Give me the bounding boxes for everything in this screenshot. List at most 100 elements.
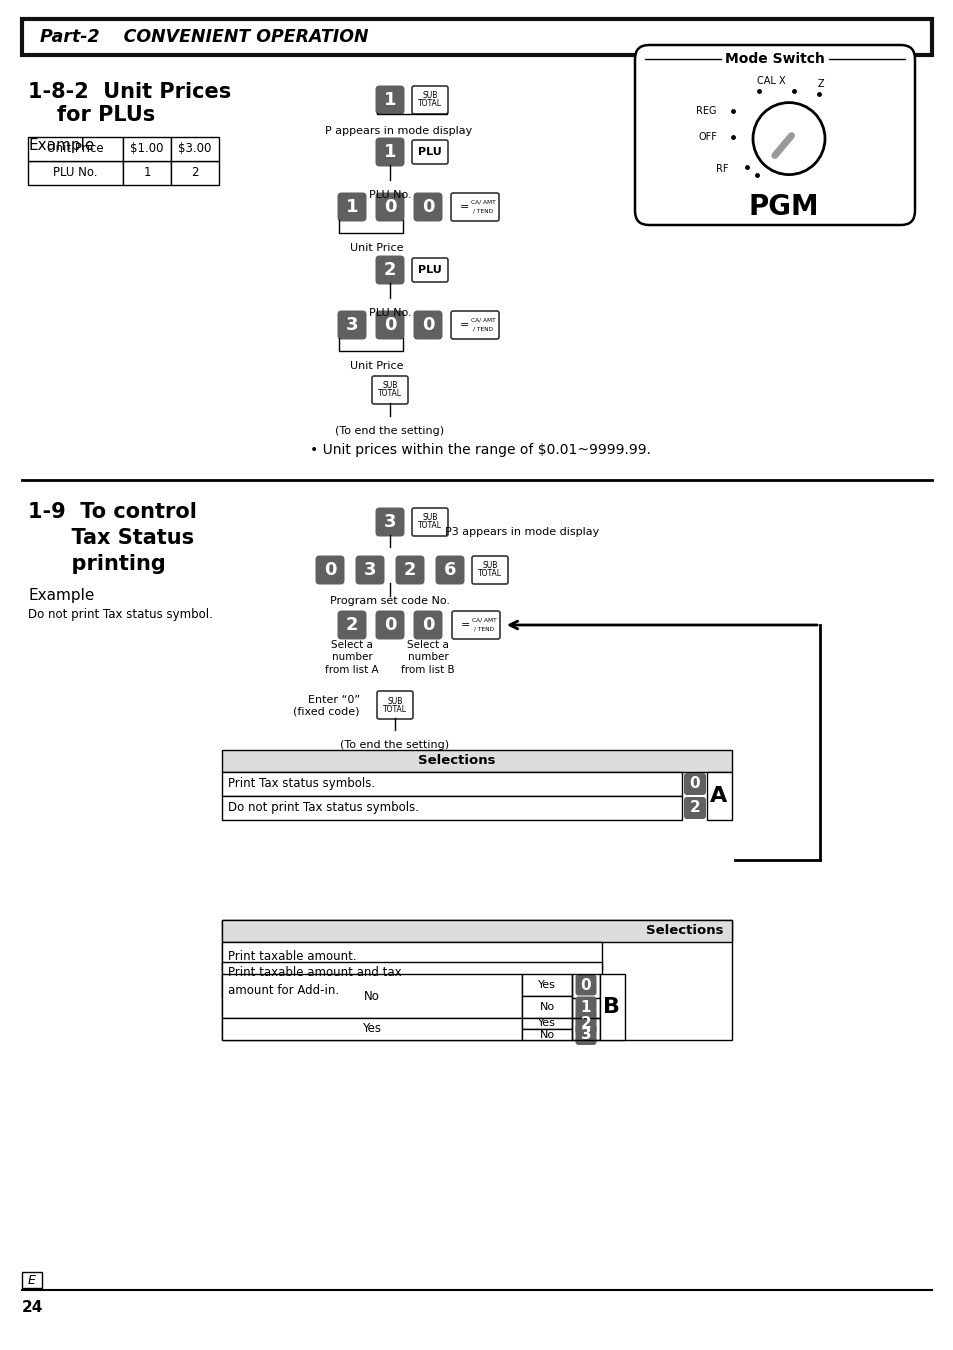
Bar: [22, 19, 931, 55]
Bar: [222, 973, 521, 1018]
FancyBboxPatch shape: [337, 610, 366, 640]
Bar: [222, 751, 731, 772]
Text: / TEND: / TEND: [474, 626, 494, 632]
Text: (To end the setting): (To end the setting): [340, 740, 449, 751]
Bar: [222, 919, 731, 942]
Text: SUB: SUB: [382, 382, 397, 390]
Text: 3: 3: [363, 562, 375, 579]
Text: $1.00: $1.00: [131, 143, 164, 155]
Text: 2: 2: [403, 562, 416, 579]
Text: 2: 2: [689, 801, 700, 815]
FancyBboxPatch shape: [472, 556, 507, 585]
Text: Enter “0”: Enter “0”: [308, 695, 359, 705]
Text: 2: 2: [345, 616, 358, 634]
Text: Selections: Selections: [646, 925, 723, 937]
Text: 1: 1: [383, 143, 395, 161]
FancyBboxPatch shape: [683, 774, 705, 795]
Text: 0: 0: [323, 562, 335, 579]
Bar: [171, 161, 219, 185]
Text: Tax Status: Tax Status: [28, 528, 193, 548]
Bar: [706, 772, 731, 819]
FancyBboxPatch shape: [451, 310, 498, 339]
FancyBboxPatch shape: [355, 555, 384, 585]
Text: Example: Example: [28, 138, 94, 153]
FancyBboxPatch shape: [575, 1012, 596, 1034]
Bar: [222, 963, 601, 998]
FancyBboxPatch shape: [452, 612, 499, 639]
Text: A: A: [710, 786, 727, 806]
Text: 0: 0: [580, 977, 591, 992]
Text: 3: 3: [580, 1027, 591, 1042]
Text: printing: printing: [28, 554, 166, 574]
Text: OFF: OFF: [698, 131, 717, 142]
Text: TOTAL: TOTAL: [382, 705, 407, 714]
Text: Print taxable amount.: Print taxable amount.: [228, 949, 356, 963]
Text: 2: 2: [383, 261, 395, 279]
Text: 6: 6: [443, 562, 456, 579]
Text: Print taxable amount and tax: Print taxable amount and tax: [228, 965, 401, 979]
Bar: [22, 1272, 42, 1288]
FancyBboxPatch shape: [375, 138, 404, 166]
Text: CA/ AMT: CA/ AMT: [470, 317, 495, 323]
FancyBboxPatch shape: [375, 310, 404, 339]
Text: =: =: [461, 620, 470, 630]
Text: Yes: Yes: [537, 980, 556, 990]
FancyBboxPatch shape: [683, 796, 705, 819]
Text: (To end the setting): (To end the setting): [335, 427, 444, 436]
FancyBboxPatch shape: [413, 193, 442, 221]
FancyBboxPatch shape: [375, 193, 404, 221]
FancyBboxPatch shape: [413, 310, 442, 339]
Text: 2: 2: [580, 1017, 591, 1031]
Text: Unit Price: Unit Price: [47, 143, 104, 155]
Text: for PLUs: for PLUs: [28, 105, 155, 126]
Bar: [28, 161, 123, 185]
Text: 1: 1: [143, 166, 151, 180]
Text: Program set code No.: Program set code No.: [330, 595, 450, 606]
FancyBboxPatch shape: [575, 975, 596, 995]
Text: amount for Add-in.: amount for Add-in.: [228, 984, 338, 996]
Text: No: No: [538, 1030, 554, 1040]
Text: 24: 24: [21, 1300, 43, 1315]
Bar: [521, 1018, 572, 1029]
Bar: [521, 1029, 572, 1040]
Text: Unit Price: Unit Price: [350, 243, 403, 252]
Text: E: E: [28, 1273, 36, 1287]
Text: 1-8-2  Unit Prices: 1-8-2 Unit Prices: [28, 82, 231, 103]
FancyBboxPatch shape: [375, 508, 404, 536]
FancyBboxPatch shape: [412, 140, 448, 163]
FancyBboxPatch shape: [635, 45, 914, 225]
Text: No: No: [538, 1002, 554, 1012]
Bar: [222, 796, 681, 819]
Bar: [572, 973, 599, 1018]
FancyBboxPatch shape: [412, 86, 448, 113]
Text: 0: 0: [421, 316, 434, 333]
Text: PLU: PLU: [417, 147, 441, 157]
Text: 0: 0: [421, 198, 434, 216]
Text: PLU: PLU: [417, 265, 441, 275]
Text: 0: 0: [689, 776, 700, 791]
FancyBboxPatch shape: [413, 610, 442, 640]
Bar: [171, 136, 219, 161]
Bar: [222, 919, 731, 1040]
Text: No: No: [364, 990, 379, 1003]
Text: $3.00: $3.00: [178, 143, 212, 155]
Text: TOTAL: TOTAL: [377, 390, 401, 398]
FancyBboxPatch shape: [375, 610, 404, 640]
Text: PLU No.: PLU No.: [53, 166, 97, 180]
Text: PLU No.: PLU No.: [368, 308, 411, 319]
Text: Yes: Yes: [362, 1022, 381, 1035]
Text: 0: 0: [421, 616, 434, 634]
Text: 0: 0: [383, 198, 395, 216]
Bar: [572, 1018, 599, 1040]
FancyBboxPatch shape: [451, 193, 498, 221]
Text: P3 appears in mode display: P3 appears in mode display: [444, 526, 598, 537]
Text: RF: RF: [716, 163, 728, 174]
Text: =: =: [460, 320, 469, 329]
Bar: [28, 136, 123, 161]
Text: Mode Switch: Mode Switch: [724, 53, 824, 66]
Text: 1: 1: [383, 90, 395, 109]
Bar: [123, 161, 171, 185]
Text: P appears in mode display: P appears in mode display: [325, 126, 472, 136]
Text: / TEND: / TEND: [473, 208, 493, 213]
Bar: [222, 942, 601, 971]
